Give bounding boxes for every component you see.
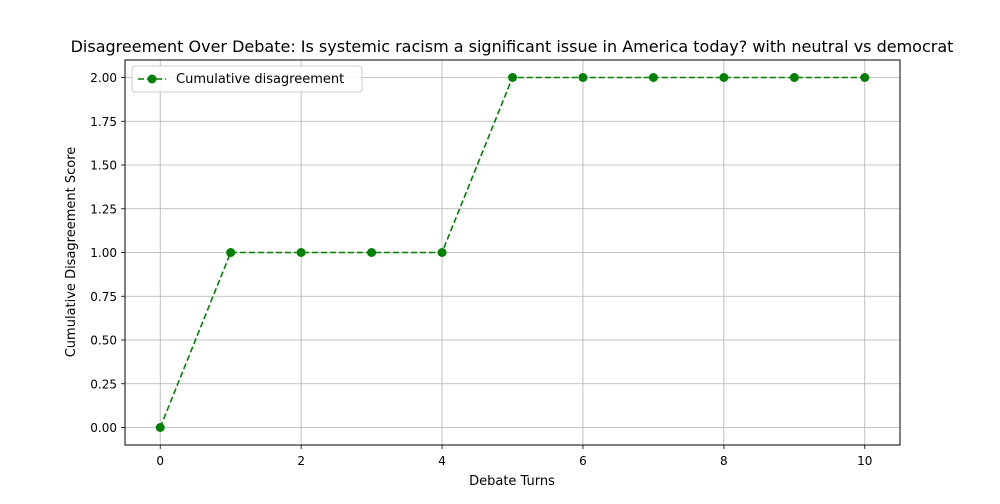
- y-tick-label: 2.00: [90, 71, 117, 85]
- y-tick-label: 1.25: [90, 202, 117, 216]
- x-tick-label: 4: [438, 454, 446, 468]
- chart-title: Disagreement Over Debate: Is systemic ra…: [71, 37, 954, 56]
- data-point: [367, 248, 377, 257]
- x-axis: 0 2 4 6 8 10: [156, 445, 872, 468]
- data-point: [719, 73, 729, 82]
- x-tick-label: 8: [720, 454, 728, 468]
- legend: Cumulative disagreement: [131, 65, 363, 93]
- y-tick-label: 1.75: [90, 115, 117, 129]
- y-axis: 0.00 0.25 0.50 0.75 1.00 1.25 1.50 1.75 2.00: [90, 71, 125, 435]
- x-tick-label: 0: [156, 454, 164, 468]
- x-tick-label: 2: [297, 454, 305, 468]
- legend-box: [131, 65, 363, 93]
- y-axis-label: Cumulative Disagreement Score: [64, 147, 79, 358]
- y-tick-label: 0.25: [90, 377, 117, 391]
- data-point: [296, 248, 306, 257]
- y-tick-label: 0.75: [90, 290, 117, 304]
- data-point: [789, 73, 799, 82]
- data-point: [508, 73, 517, 82]
- y-tick-label: 0.00: [90, 421, 117, 435]
- data-point: [860, 73, 870, 82]
- data-point: [437, 248, 447, 257]
- data-point: [226, 248, 236, 257]
- y-tick-label: 0.50: [90, 334, 117, 348]
- x-axis-label: Debate Turns: [469, 474, 555, 489]
- data-point: [648, 73, 658, 82]
- x-tick-label: 10: [857, 454, 872, 468]
- y-tick-label: 1.00: [90, 246, 117, 260]
- data-point: [578, 73, 588, 82]
- legend-label: Cumulative disagreement: [176, 72, 344, 87]
- x-tick-label: 6: [579, 454, 587, 468]
- y-tick-label: 1.50: [90, 159, 117, 173]
- data-point: [155, 423, 165, 432]
- legend-marker-swatch: [147, 74, 157, 84]
- series-layer: [155, 73, 870, 432]
